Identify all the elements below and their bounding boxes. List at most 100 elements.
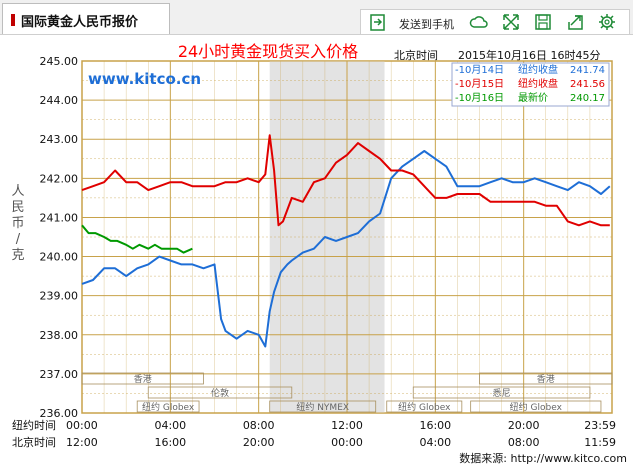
timezone-label: 北京时间: [394, 48, 438, 62]
y-axis-ticks: 245.00 244.00 243.00 242.00 241.00 240.00 239.…: [40, 55, 79, 420]
market-session-label: 纽约 Globex: [398, 401, 451, 413]
x-tick-label-beijing: 20:00: [243, 436, 275, 449]
y-tick-label: 245.00: [40, 55, 79, 68]
tab-gold-rmb-quote[interactable]: 国际黄金人民币报价: [2, 3, 170, 34]
send-to-phone-button[interactable]: 发送到手机: [369, 12, 459, 32]
market-session: 悉尼: [412, 386, 591, 399]
x-tick-label-beijing: 00:00: [331, 436, 363, 449]
y-tick-label: 238.00: [40, 329, 79, 342]
market-session: 香港: [81, 372, 204, 385]
legend-stat-label: 纽约收盘: [518, 63, 558, 76]
fullscreen-button[interactable]: [501, 12, 523, 32]
x-tick-label-beijing: 11:59: [584, 436, 616, 449]
y-tick-label: 240.00: [40, 251, 79, 264]
y-label-char: 人: [11, 184, 24, 199]
toolbar: 发送到手机: [360, 9, 630, 35]
y-tick-label: 236.00: [40, 407, 79, 420]
legend-stat-label: 最新价: [518, 91, 548, 104]
save-button[interactable]: [533, 12, 555, 32]
market-session-label: 伦敦: [211, 387, 229, 399]
tab-title: 国际黄金人民币报价: [21, 15, 139, 30]
legend-entry: -10月16日 最新价 240.17: [455, 91, 605, 104]
market-session-label: 纽约 Globex: [510, 401, 563, 413]
y-tick-label: 242.00: [40, 172, 79, 185]
x-axis-label-beijing: 北京时间: [12, 435, 56, 449]
legend-series-name: -10月14日: [455, 64, 504, 76]
legend-entry: -10月15日 纽约收盘 241.56: [455, 77, 605, 90]
timestamp: 2015年10月16日 16时45分: [458, 48, 600, 62]
y-label-char: 民: [11, 200, 24, 215]
market-session-box: [147, 386, 293, 399]
market-session-label: 香港: [537, 373, 555, 385]
market-session-box: [269, 400, 377, 413]
y-tick-label: 241.00: [40, 211, 79, 224]
x-tick-label-beijing: 04:00: [419, 436, 451, 449]
y-axis-label: 人民币/克: [11, 184, 24, 263]
market-session-box: [470, 400, 602, 413]
y-label-char: /: [16, 232, 21, 247]
settings-button[interactable]: [597, 12, 619, 32]
data-source: 数据来源: http://www.kitco.com: [459, 451, 627, 465]
market-session-label: 悉尼: [493, 387, 511, 399]
legend-value: 241.74: [570, 65, 605, 76]
market-session: 纽约 Globex: [470, 400, 602, 413]
market-session-box: [386, 400, 463, 413]
save-icon: [535, 14, 551, 30]
gold-price-chart: 24小时黄金现货买入价格 北京时间 2015年10月16日 16时45分 香港香…: [11, 42, 627, 465]
series-line-2: [81, 134, 610, 227]
y-label-char: 币: [11, 216, 24, 231]
market-session-label: 纽约 Globex: [142, 401, 195, 413]
x-tick-label-beijing: 08:00: [508, 436, 540, 449]
cloud-icon: [469, 16, 488, 28]
y-tick-label: 237.00: [40, 368, 79, 381]
x-axis-ticks: 00:00 12:00 04:00 16:00 08:00 20:00 12:00 00:00…: [66, 419, 616, 449]
legend-box: [451, 62, 610, 107]
x-tick-label-newyork: 12:00: [331, 419, 363, 432]
y-tick-label: 244.00: [40, 94, 79, 107]
legend-series-name: -10月16日: [455, 92, 504, 104]
x-tick-label-newyork: 23:59: [584, 419, 616, 432]
x-tick-label-beijing: 12:00: [66, 436, 98, 449]
x-axis-label-newyork: 纽约时间: [12, 418, 56, 432]
legend-stat-label: 纽约收盘: [518, 77, 558, 90]
watermark: www.kitco.cn: [88, 70, 201, 88]
legend-value: 240.17: [570, 93, 605, 104]
settings-icon: [599, 14, 615, 30]
market-session-box: [479, 372, 613, 385]
market-session-box: [412, 386, 591, 399]
market-session: 香港: [479, 372, 613, 385]
x-tick-label-newyork: 20:00: [508, 419, 540, 432]
market-session: 纽约 Globex: [386, 400, 463, 413]
x-tick-label-beijing: 16:00: [154, 436, 186, 449]
market-session-box: [136, 400, 200, 413]
chart-title: 24小时黄金现货买入价格: [178, 42, 358, 61]
legend-value: 241.56: [570, 79, 605, 90]
tab-bar: 国际黄金人民币报价 发送到手机: [0, 0, 633, 35]
market-session-label: 纽约 NYMEX: [296, 401, 349, 413]
market-session-label: 香港: [134, 373, 152, 385]
share-button[interactable]: [565, 12, 587, 32]
send-to-phone-label: 发送到手机: [399, 18, 454, 31]
market-session: 伦敦: [147, 386, 293, 399]
x-tick-label-newyork: 16:00: [419, 419, 451, 432]
fullscreen-icon: [503, 14, 519, 30]
series-line-3: [81, 224, 193, 254]
legend-series-name: -10月15日: [455, 78, 504, 90]
market-session: 纽约 NYMEX: [269, 400, 377, 413]
x-tick-label-newyork: 00:00: [66, 419, 98, 432]
y-label-char: 克: [11, 248, 24, 263]
send-to-phone-icon: [370, 14, 385, 31]
share-icon: [568, 15, 583, 30]
tab-marker: [11, 14, 15, 26]
y-tick-label: 239.00: [40, 290, 79, 303]
legend: -10月14日 纽约收盘 241.74-10月15日 纽约收盘 241.56-10月16…: [451, 62, 610, 107]
market-session: 纽约 Globex: [136, 400, 200, 413]
series-line-1: [81, 150, 611, 348]
cloud-button[interactable]: [469, 12, 491, 32]
market-session-box: [81, 372, 204, 385]
legend-entry: -10月14日 纽约收盘 241.74: [455, 63, 605, 76]
y-tick-label: 243.00: [40, 133, 79, 146]
x-tick-label-newyork: 08:00: [243, 419, 275, 432]
x-tick-label-newyork: 04:00: [154, 419, 186, 432]
